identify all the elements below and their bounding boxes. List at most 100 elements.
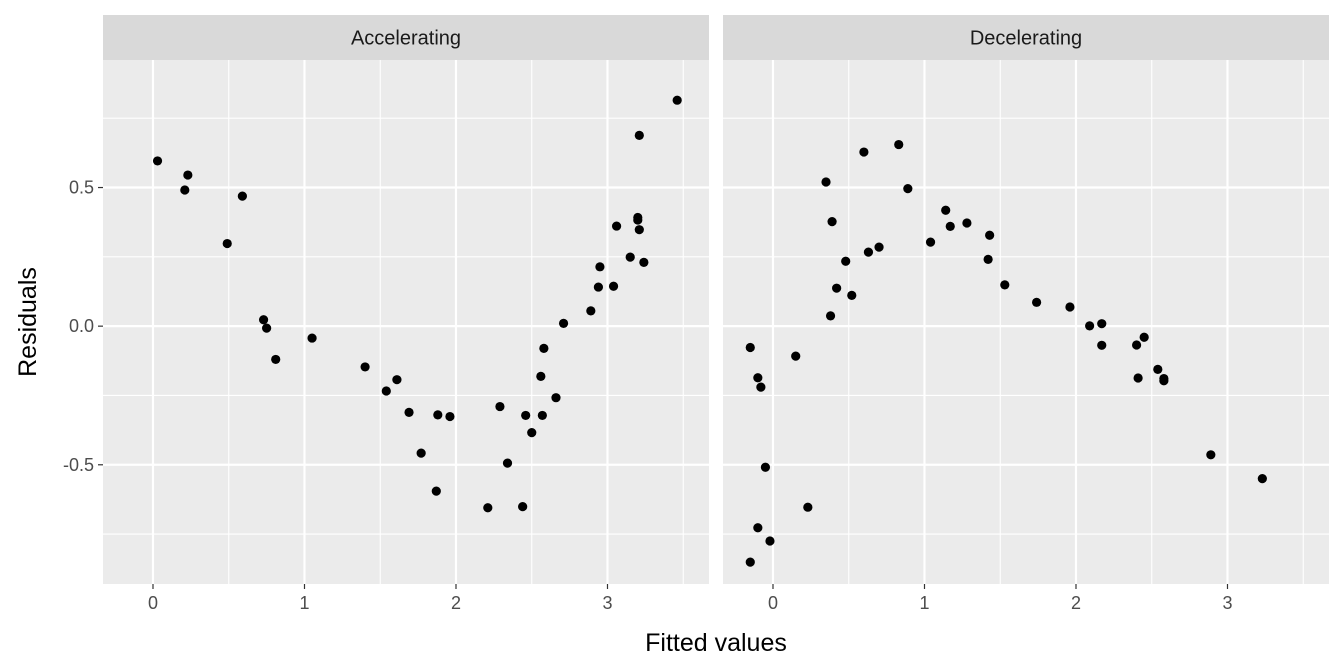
data-point [1085, 321, 1095, 331]
data-point [1139, 332, 1149, 342]
x-axis: 0 1 2 3 0 1 2 3 [148, 584, 1233, 613]
x-tick-label: 1 [299, 593, 309, 613]
data-point [431, 486, 441, 496]
data-point [307, 333, 317, 343]
data-point [841, 256, 851, 266]
facet-strip-label: Decelerating [970, 28, 1082, 50]
x-tick-label: 0 [768, 593, 778, 613]
data-point [983, 254, 993, 264]
x-tick-label: 3 [602, 593, 612, 613]
data-point [180, 185, 190, 195]
data-point [595, 262, 605, 272]
data-point [1206, 450, 1216, 460]
facet-strip [723, 15, 1329, 60]
data-point [237, 191, 247, 201]
data-point [433, 410, 443, 420]
data-point [765, 536, 775, 546]
data-point [962, 218, 972, 228]
x-tick-label: 3 [1222, 593, 1232, 613]
data-point [518, 502, 528, 512]
data-point [258, 315, 269, 325]
data-point [745, 557, 755, 567]
data-point [611, 221, 622, 231]
data-point [536, 371, 546, 381]
data-point [639, 257, 649, 267]
data-point [985, 230, 995, 240]
x-tick-label: 0 [148, 593, 158, 613]
data-point [262, 323, 272, 333]
data-point [859, 147, 869, 157]
data-point [874, 242, 884, 252]
y-tick-label: 0.5 [69, 178, 94, 198]
data-point [825, 311, 836, 321]
data-point [672, 95, 682, 105]
data-point [1257, 474, 1267, 484]
panel-background [723, 60, 1329, 584]
data-point [1000, 280, 1010, 290]
data-point [634, 225, 644, 235]
facet-strip [103, 15, 709, 60]
data-point [271, 354, 281, 365]
data-point [625, 252, 635, 262]
x-axis-title: Fitted values [645, 629, 787, 657]
data-point [832, 283, 842, 293]
data-point [1131, 340, 1142, 350]
data-point [945, 221, 955, 231]
y-tick-label: 0.0 [69, 316, 94, 336]
data-point [925, 237, 936, 247]
data-point [753, 373, 763, 383]
data-point [760, 462, 771, 472]
panel-decelerating: Decelerating [723, 15, 1329, 584]
data-point [894, 139, 904, 150]
data-point [586, 306, 596, 316]
panels-layer: Accelerating Decelerating [103, 15, 1329, 584]
panel-accelerating: Accelerating [103, 15, 709, 584]
x-tick-label: 1 [919, 593, 929, 613]
data-point [152, 156, 163, 166]
data-point [803, 502, 813, 512]
data-point [633, 212, 643, 223]
data-point [360, 362, 370, 372]
y-axis-title: Residuals [14, 267, 42, 377]
data-point [745, 342, 755, 353]
data-point [903, 184, 913, 194]
data-point [392, 375, 402, 385]
data-point [1097, 319, 1107, 329]
data-point [941, 205, 951, 215]
y-tick-label: -0.5 [63, 455, 94, 475]
data-point [753, 523, 763, 533]
data-point [756, 382, 766, 392]
data-point [539, 343, 549, 353]
data-point [502, 458, 513, 468]
data-point [521, 410, 531, 421]
data-point [495, 401, 505, 412]
data-point [222, 238, 232, 249]
data-point [1153, 364, 1163, 375]
data-point [791, 351, 801, 361]
x-tick-label: 2 [451, 593, 461, 613]
data-point [537, 410, 547, 421]
x-tick-label: 2 [1071, 593, 1081, 613]
data-point [527, 428, 537, 438]
data-point [847, 290, 857, 300]
data-point [183, 170, 193, 180]
data-point [634, 130, 644, 141]
data-point [1032, 297, 1042, 307]
data-point [608, 281, 619, 291]
data-point [1133, 373, 1143, 383]
data-point [863, 247, 874, 257]
data-point [827, 217, 837, 227]
data-point [593, 282, 604, 292]
data-point [483, 503, 493, 513]
data-point [1097, 340, 1107, 350]
panel-background [103, 60, 709, 584]
data-point [1065, 302, 1075, 312]
data-point [445, 411, 455, 422]
data-point [404, 407, 414, 417]
data-point [821, 177, 831, 187]
data-point [1159, 376, 1169, 386]
y-axis: 0.5 0.0 -0.5 [63, 178, 103, 475]
data-point [558, 318, 569, 328]
data-point [416, 448, 426, 458]
